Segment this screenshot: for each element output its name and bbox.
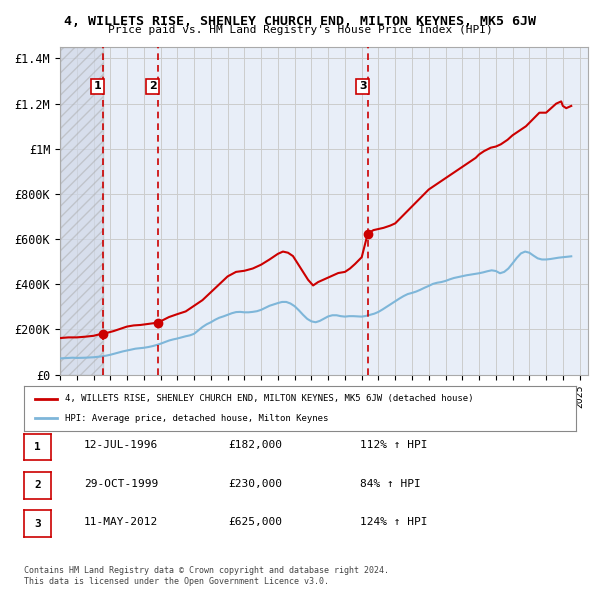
Text: 1: 1 (34, 442, 41, 452)
Text: 29-OCT-1999: 29-OCT-1999 (84, 479, 158, 489)
Text: £182,000: £182,000 (228, 441, 282, 450)
Text: Price paid vs. HM Land Registry's House Price Index (HPI): Price paid vs. HM Land Registry's House … (107, 25, 493, 35)
Text: HPI: Average price, detached house, Milton Keynes: HPI: Average price, detached house, Milt… (65, 414, 329, 423)
Text: Contains HM Land Registry data © Crown copyright and database right 2024.
This d: Contains HM Land Registry data © Crown c… (24, 566, 389, 586)
Bar (60, 47, 103, 375)
Bar (60, 47, 103, 375)
Text: 3: 3 (34, 519, 41, 529)
Text: £625,000: £625,000 (228, 517, 282, 527)
Text: 1: 1 (94, 81, 101, 91)
Text: 4, WILLETS RISE, SHENLEY CHURCH END, MILTON KEYNES, MK5 6JW: 4, WILLETS RISE, SHENLEY CHURCH END, MIL… (64, 15, 536, 28)
Text: 2: 2 (34, 480, 41, 490)
Text: 4, WILLETS RISE, SHENLEY CHURCH END, MILTON KEYNES, MK5 6JW (detached house): 4, WILLETS RISE, SHENLEY CHURCH END, MIL… (65, 394, 474, 404)
Text: 124% ↑ HPI: 124% ↑ HPI (360, 517, 427, 527)
Text: 3: 3 (359, 81, 367, 91)
Text: 84% ↑ HPI: 84% ↑ HPI (360, 479, 421, 489)
Text: 12-JUL-1996: 12-JUL-1996 (84, 441, 158, 450)
Text: £230,000: £230,000 (228, 479, 282, 489)
Text: 11-MAY-2012: 11-MAY-2012 (84, 517, 158, 527)
Text: 112% ↑ HPI: 112% ↑ HPI (360, 441, 427, 450)
Text: 2: 2 (149, 81, 157, 91)
